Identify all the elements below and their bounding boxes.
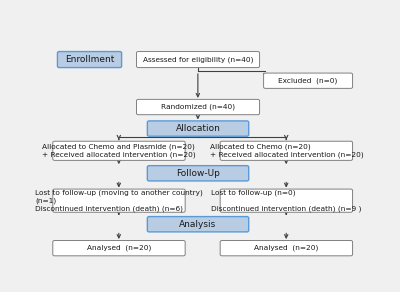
- FancyBboxPatch shape: [53, 241, 185, 256]
- FancyBboxPatch shape: [220, 241, 352, 256]
- FancyBboxPatch shape: [53, 189, 185, 212]
- Text: Allocated to Chemo and Plasmide (n=20)
+ Received allocated intervention (n=20): Allocated to Chemo and Plasmide (n=20) +…: [42, 143, 196, 158]
- Text: Excluded  (n=0): Excluded (n=0): [278, 77, 338, 84]
- FancyBboxPatch shape: [147, 121, 249, 136]
- Text: Analysis: Analysis: [179, 220, 217, 229]
- Text: Randomized (n=40): Randomized (n=40): [161, 104, 235, 110]
- Text: Analysed  (n=20): Analysed (n=20): [254, 245, 318, 251]
- Text: Lost to follow-up (n=0)

Discontinued intervention (death) (n=9 ): Lost to follow-up (n=0) Discontinued int…: [211, 190, 362, 212]
- FancyBboxPatch shape: [264, 73, 352, 88]
- Text: Assessed for eligibility (n=40): Assessed for eligibility (n=40): [143, 56, 253, 63]
- FancyBboxPatch shape: [58, 52, 122, 67]
- FancyBboxPatch shape: [136, 99, 260, 115]
- Text: Analysed  (n=20): Analysed (n=20): [87, 245, 151, 251]
- FancyBboxPatch shape: [147, 166, 249, 181]
- FancyBboxPatch shape: [220, 189, 352, 212]
- FancyBboxPatch shape: [136, 52, 260, 67]
- FancyBboxPatch shape: [220, 141, 352, 160]
- FancyBboxPatch shape: [53, 141, 185, 160]
- FancyBboxPatch shape: [147, 217, 249, 232]
- Text: Allocation: Allocation: [176, 124, 220, 133]
- Text: Lost to follow-up (moving to another country)
(n=1)
Discontinued intervention (d: Lost to follow-up (moving to another cou…: [35, 189, 203, 212]
- Text: Enrollment: Enrollment: [65, 55, 114, 64]
- Text: Follow-Up: Follow-Up: [176, 169, 220, 178]
- Text: Allocated to Chemo (n=20)
+ Received allocated intervention (n=20): Allocated to Chemo (n=20) + Received all…: [210, 143, 363, 158]
